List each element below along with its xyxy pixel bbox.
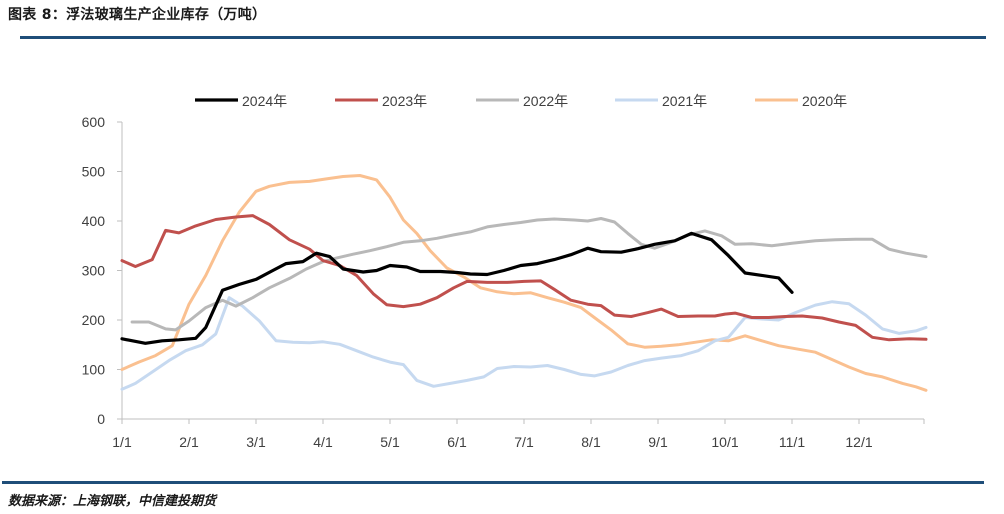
x-tick-label: 10/1: [711, 434, 738, 450]
series-line-2021: [120, 296, 928, 391]
x-tick-label: 2/1: [179, 434, 199, 450]
series-line-2024: [120, 231, 794, 345]
y-tick-label: 100: [82, 362, 106, 378]
legend-label: 2022年: [523, 93, 568, 109]
y-tick-label: 600: [82, 114, 106, 130]
series-line-2023: [120, 214, 928, 342]
legend-item: 2020年: [755, 93, 847, 109]
bottom-divider: [2, 481, 984, 484]
source-note: 数据来源：上海钢联，中信建投期货: [8, 494, 217, 509]
legend-label: 2021年: [662, 93, 707, 109]
legend-item: 2022年: [476, 93, 568, 109]
x-tick-label: 11/1: [779, 434, 805, 450]
x-tick-label: 4/1: [313, 434, 333, 450]
legend-label: 2023年: [382, 93, 427, 109]
x-tick-label: 12/1: [845, 434, 872, 450]
x-axis: 1/1 2/1 3/1 4/1 5/1 6/1 7/1 8/1 9/1 10/1 11/1 12/1: [112, 418, 925, 450]
y-tick-label: 300: [82, 263, 106, 279]
legend-item: 2024年: [195, 93, 287, 109]
y-tick-label: 400: [82, 213, 106, 229]
x-tick-label: 1/1: [112, 434, 132, 450]
y-tick-label: 500: [82, 164, 106, 180]
y-tick-label: 0: [97, 411, 105, 427]
legend: 2024年 2023年 2022年 2021年 2020年: [195, 93, 847, 109]
y-tick-label: 200: [82, 312, 106, 328]
x-tick-label: 9/1: [648, 434, 668, 450]
legend-label: 2020年: [802, 93, 847, 109]
legend-label: 2024年: [242, 93, 287, 109]
x-tick-label: 5/1: [380, 434, 400, 450]
series-line-2020: [120, 174, 928, 392]
chart-title: 图表 8：浮法玻璃生产企业库存（万吨）: [8, 7, 267, 23]
chart-area: 0 100 200 300 400 500 600 1/1 2/1 3/1 4/1 5/1 6/1 7/…: [82, 93, 928, 450]
x-tick-label: 8/1: [581, 434, 601, 450]
y-axis: 0 100 200 300 400 500 600: [82, 114, 123, 427]
top-divider: [20, 36, 986, 39]
series-layer: [120, 174, 928, 392]
x-tick-label: 6/1: [447, 434, 467, 450]
series-line-2022: [130, 217, 928, 332]
legend-item: 2021年: [615, 93, 707, 109]
legend-item: 2023年: [335, 93, 427, 109]
x-tick-label: 7/1: [514, 434, 534, 450]
x-tick-label: 3/1: [246, 434, 266, 450]
